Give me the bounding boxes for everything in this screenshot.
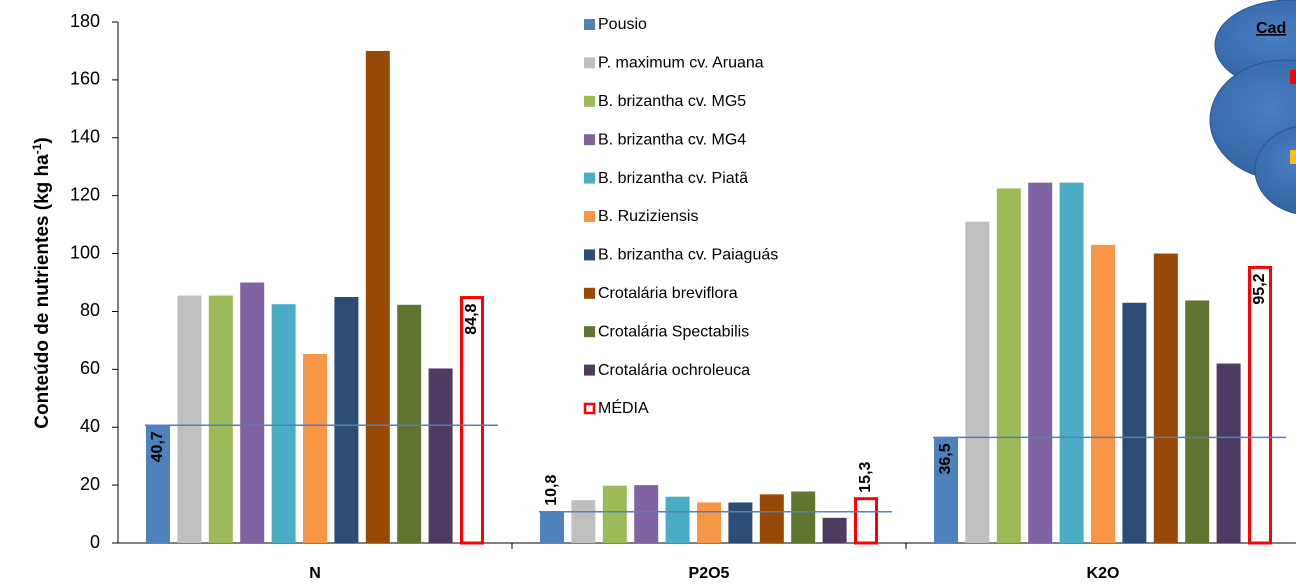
bar: [1091, 244, 1115, 543]
bar: [334, 296, 359, 543]
legend-label: Crotalária Spectabilis: [598, 323, 749, 340]
legend-marker: [584, 211, 595, 222]
y-tick-label: 40: [80, 416, 100, 436]
y-tick-label: 20: [80, 474, 100, 494]
bar: [822, 517, 847, 543]
bar: [1122, 302, 1147, 543]
annotation: Cad: [1256, 20, 1286, 37]
bar: [634, 485, 659, 543]
bar: [177, 295, 202, 543]
data-label: 40,7: [149, 431, 166, 462]
data-label: 15,3: [857, 461, 874, 492]
legend-label: B. brizantha cv. MG5: [598, 93, 746, 110]
data-label: 84,8: [463, 303, 480, 334]
legend-marker: [584, 57, 595, 69]
legend-label: Crotalária ochroleuca: [598, 362, 750, 379]
bar: [1248, 265, 1272, 545]
legend-label: Pousio: [598, 16, 647, 33]
bar: [303, 353, 327, 543]
legend-marker: [584, 364, 595, 376]
legend-marker: [584, 19, 595, 30]
bar: [854, 497, 878, 545]
data-label: 95,2: [1251, 273, 1268, 304]
bar: [791, 491, 816, 543]
y-tick-label: 140: [70, 127, 100, 147]
y-tick-label: 0: [90, 532, 100, 552]
y-tick-label: 100: [70, 242, 100, 262]
y-tick-label: 80: [80, 300, 100, 320]
bar: [1185, 300, 1210, 543]
bar: [1059, 182, 1084, 543]
x-tick-label: N: [309, 565, 321, 582]
y-tick-label: 160: [70, 69, 100, 89]
legend-label: P. maximum cv. Aruana: [598, 55, 764, 72]
legend-label: Crotalária breviflora: [598, 285, 738, 302]
legend-label: B. brizantha cv. Paiaguás: [598, 247, 778, 264]
bar: [728, 502, 753, 543]
bar: [1028, 182, 1053, 543]
bar: [665, 496, 690, 543]
legend-label: B. Ruziziensis: [598, 208, 698, 225]
bar: [697, 502, 721, 543]
bar: [146, 425, 170, 543]
legend-marker: [584, 95, 595, 107]
bar: [540, 511, 564, 543]
legend-marker: [584, 249, 595, 261]
bar: [934, 437, 958, 543]
bar: [1153, 253, 1178, 544]
data-label: 10,8: [543, 474, 560, 505]
legend-marker: [584, 287, 595, 299]
bar: [428, 368, 453, 543]
bar: [271, 304, 296, 543]
bar: [965, 221, 990, 543]
bar: [240, 282, 265, 543]
y-axis-title: Conteúdo de nutrientes (kg ha-1): [30, 137, 53, 428]
legend-marker: [584, 134, 595, 146]
legend-marker: [584, 172, 595, 184]
legend-marker: [583, 402, 596, 415]
bar: [996, 188, 1021, 544]
bar: [365, 50, 390, 543]
bar: [397, 304, 422, 543]
y-tick-label: 120: [70, 184, 100, 204]
legend-label: B. brizantha cv. Piatã: [598, 170, 748, 187]
y-tick-label: 180: [70, 11, 100, 31]
cloud-decoration: Cad: [1209, 0, 1296, 215]
data-label: 36,5: [937, 443, 954, 474]
legend-marker: [584, 326, 595, 338]
legend-label: B. brizantha cv. MG4: [598, 131, 746, 148]
bar: [759, 494, 784, 543]
bar: [1216, 363, 1241, 543]
bar: [208, 295, 233, 543]
bar: [460, 296, 484, 545]
bar: [602, 485, 627, 543]
legend-label: MÉDIA: [598, 398, 649, 417]
x-tick-label: P2O5: [689, 565, 730, 582]
x-tick-label: K2O: [1087, 565, 1120, 582]
y-tick-label: 60: [80, 358, 100, 378]
bar: [571, 500, 596, 543]
